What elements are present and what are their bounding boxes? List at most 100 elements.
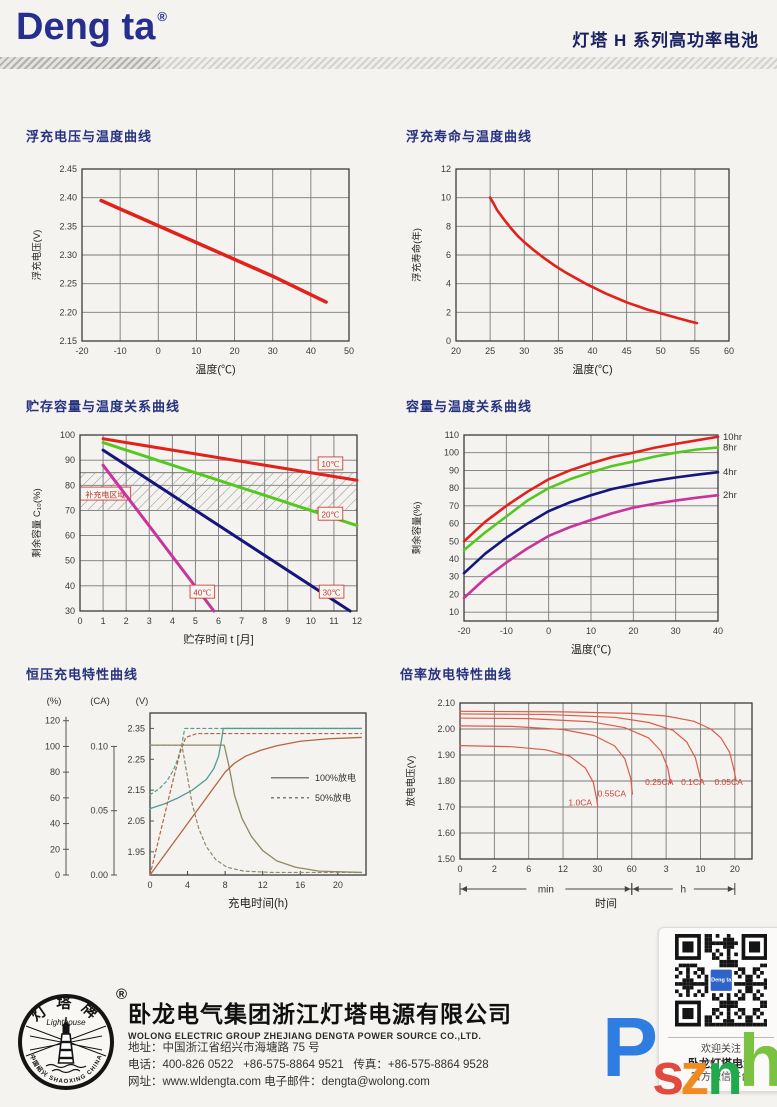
svg-text:0: 0 [77,616,82,626]
chart-section-storage-capacity: 贮存容量与温度关系曲线 补充电区域 0 1 2 3 4 5 6 7 8 9 10 11 12 30 40 50 6… [26,396,398,670]
stamp-script-text: Lighthouse [46,1018,86,1027]
svg-text:120: 120 [45,716,60,726]
qr-caption-line3: 官方微信平台 [691,1071,751,1083]
email-value: dengta@wolong.com [321,1076,430,1088]
svg-text:温度(℃): 温度(℃) [572,362,612,376]
phone-label: 电话： [128,1059,163,1071]
chart-title-rate-discharge: 倍率放电特性曲线 [400,667,513,682]
svg-text:40: 40 [50,819,60,829]
svg-text:充电时间(h): 充电时间(h) [228,896,288,910]
svg-text:20: 20 [730,864,740,874]
svg-text:30: 30 [268,346,278,356]
svg-text:2.40: 2.40 [59,193,77,203]
svg-text:(%): (%) [47,696,62,707]
contact-address: 地址：中国浙江省绍兴市海塘路 75 号 [128,1040,489,1057]
svg-text:70: 70 [65,505,75,515]
svg-text:6: 6 [216,616,221,626]
svg-text:20: 20 [449,589,459,599]
svg-text:20: 20 [451,346,461,356]
address-label: 地址： [128,1042,163,1054]
chart-title-capacity-temperature: 容量与温度关系曲线 [406,399,533,414]
svg-text:2: 2 [446,307,451,317]
sea-waves-icon [45,1063,87,1074]
lighthouse-icon [57,1017,75,1064]
svg-text:6: 6 [526,864,531,874]
svg-text:10: 10 [586,626,596,636]
contact-web: 网址：www.wldengta.com 电子邮件：dengta@wolong.c… [128,1074,489,1091]
svg-text:0: 0 [156,346,161,356]
svg-text:2: 2 [492,864,497,874]
svg-text:-20: -20 [457,626,470,636]
svg-text:25: 25 [485,346,495,356]
svg-text:60: 60 [65,531,75,541]
constant-voltage-charge-chart: 0 4 8 12 16 20 充电时间(h) 0 20 40 60 80 100 120 (%) 0.00 0.… [26,691,398,928]
svg-text:9: 9 [285,616,290,626]
svg-text:Deng ta: Deng ta [711,977,732,983]
svg-text:浮充寿命(年): 浮充寿命(年) [411,228,423,282]
svg-text:45: 45 [622,346,632,356]
svg-text:0.05CA: 0.05CA [714,777,743,787]
svg-text:0: 0 [147,880,152,890]
chart-section-capacity-temperature: 容量与温度关系曲线 -20 -10 0 10 20 30 40 10 20 30 40 50 60 70 8… [406,396,777,676]
svg-text:温度(℃): 温度(℃) [571,642,611,656]
svg-text:剩余容量(%): 剩余容量(%) [411,502,423,555]
svg-text:4: 4 [446,279,451,289]
svg-text:60: 60 [627,864,637,874]
phone-value-1: 400-826 0522 [162,1059,234,1071]
svg-text:20: 20 [333,880,343,890]
email-label: 电子邮件： [264,1076,322,1088]
svg-text:16: 16 [295,880,305,890]
svg-text:30: 30 [65,606,75,616]
chart-title-float-voltage: 浮充电压与温度曲线 [26,129,153,144]
svg-text:12: 12 [441,164,451,174]
svg-text:40: 40 [65,581,75,591]
svg-text:10: 10 [695,864,705,874]
svg-text:40: 40 [306,346,316,356]
svg-text:4: 4 [185,880,190,890]
svg-text:100: 100 [60,430,75,440]
svg-text:11: 11 [329,616,338,626]
svg-text:60: 60 [724,346,734,356]
svg-text:浮充电压(V): 浮充电压(V) [31,230,43,281]
svg-text:0.10: 0.10 [90,741,108,751]
svg-text:min: min [538,885,554,896]
brand-logo: Deng ta ® [16,8,167,46]
svg-text:放电电压(V): 放电电压(V) [405,756,417,807]
company-name-cn: 卧龙电气集团浙江灯塔电源有限公司 [128,1001,512,1027]
svg-text:2.35: 2.35 [127,723,145,733]
svg-text:60: 60 [449,519,459,529]
svg-text:20℃: 20℃ [322,510,340,519]
storage-capacity-chart: 补充电区域 0 1 2 3 4 5 6 7 8 9 10 11 12 30 40 50 60 70 80 90 100 10… [26,423,398,670]
svg-text:35: 35 [553,346,563,356]
svg-text:20: 20 [50,844,60,854]
svg-text:10: 10 [191,346,201,356]
svg-text:(V): (V) [136,696,149,707]
svg-text:55: 55 [690,346,700,356]
svg-text:6: 6 [446,250,451,260]
svg-text:20: 20 [628,626,638,636]
svg-text:1.80: 1.80 [437,776,455,786]
svg-text:110: 110 [445,430,459,440]
svg-text:2.00: 2.00 [437,724,455,734]
svg-text:2hr: 2hr [723,490,737,501]
svg-text:0.05: 0.05 [90,806,108,816]
svg-text:30: 30 [519,346,529,356]
address-value: 中国浙江省绍兴市海塘路 75 号 [162,1042,320,1054]
svg-text:2.35: 2.35 [59,221,77,231]
svg-text:30: 30 [671,626,681,636]
company-block: 卧龙电气集团浙江灯塔电源有限公司 WOLONG ELECTRIC GROUP Z… [128,995,512,1041]
svg-text:100: 100 [45,741,60,751]
float-voltage-chart: -20 -10 0 10 20 30 40 50 2.15 2.20 2.25 2.30 2.35 2.4… [26,153,398,396]
svg-text:30℃: 30℃ [323,588,341,597]
qr-caption-line1: 欢迎关注 [701,1043,741,1055]
svg-text:10: 10 [441,193,451,203]
svg-text:-10: -10 [114,346,127,356]
svg-text:0.00: 0.00 [90,870,108,880]
svg-text:2.10: 2.10 [437,698,455,708]
wechat-qr-card: Deng ta 欢迎关注 卧龙灯塔电源 官方微信平台 [658,927,777,1092]
svg-text:2.45: 2.45 [59,164,77,174]
svg-text:30: 30 [592,864,602,874]
lighthouse-stamp-logo: 灯塔牌 Lighthouse 中国绍兴 SHAOXING CHINA [16,992,116,1097]
svg-text:80: 80 [50,767,60,777]
svg-text:40: 40 [713,626,723,636]
